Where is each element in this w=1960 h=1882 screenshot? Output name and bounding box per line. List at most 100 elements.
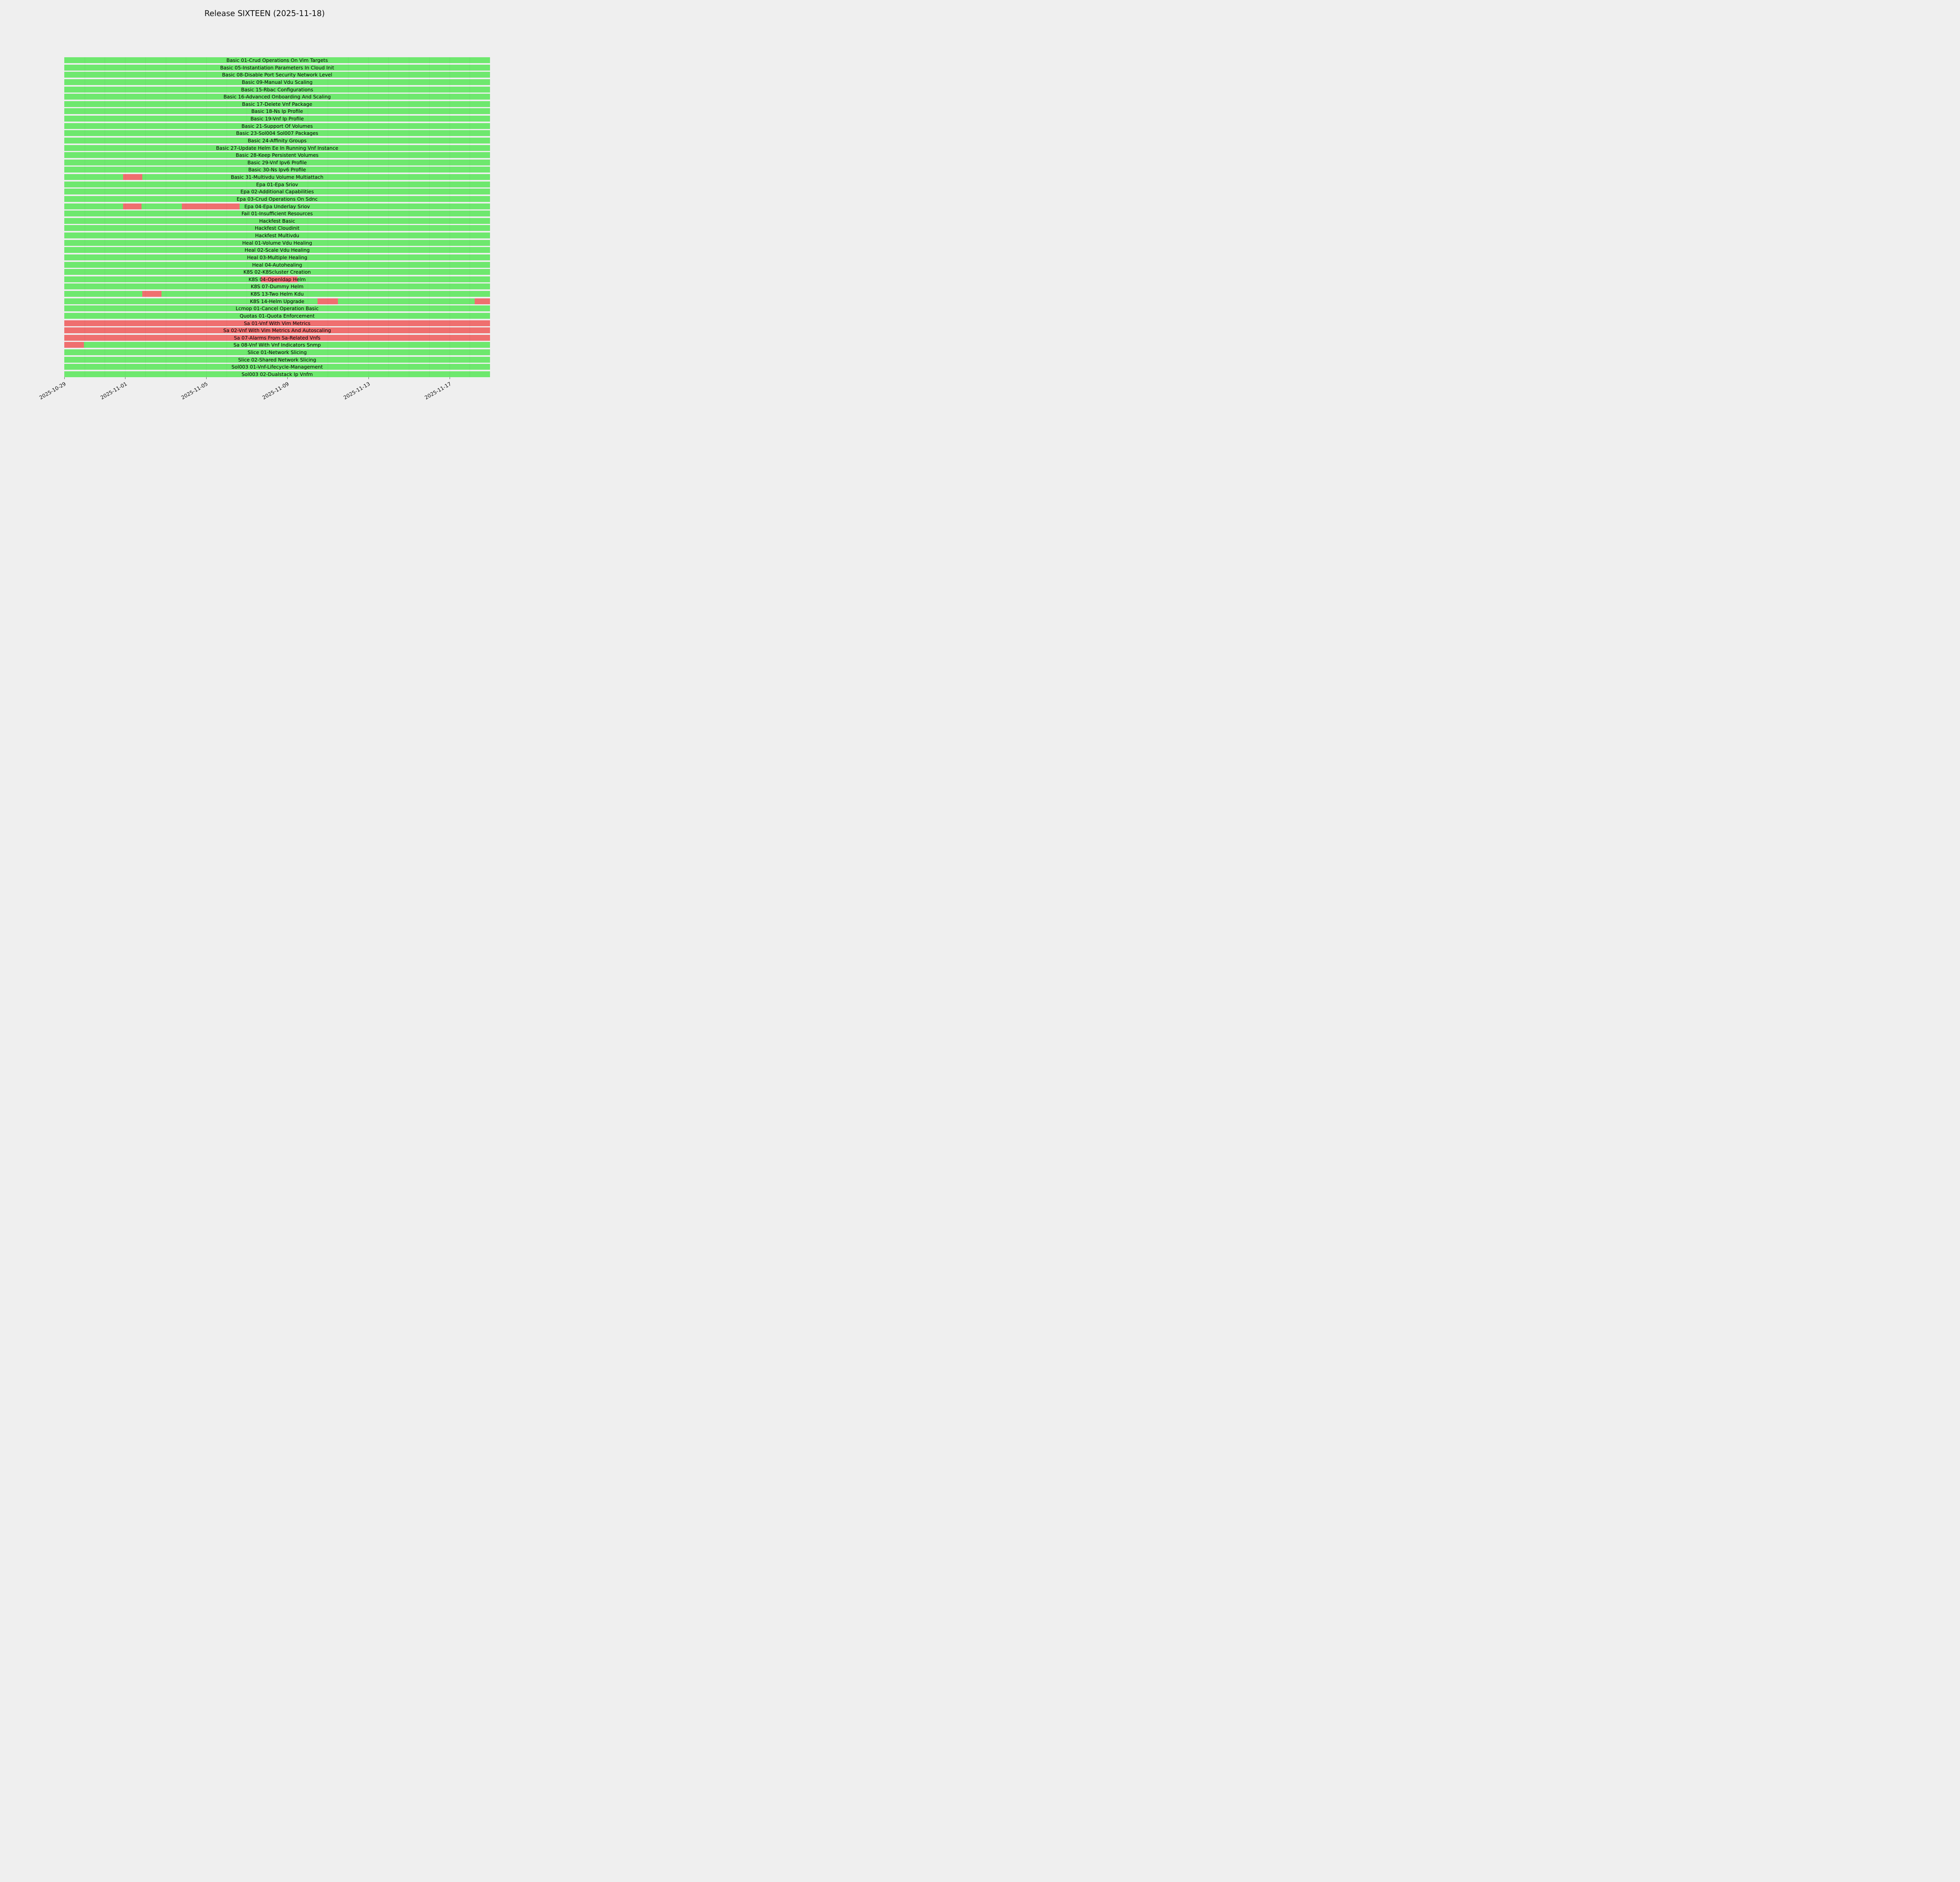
- gantt-row: Heal 03-Multiple Healing: [64, 254, 490, 260]
- row-label: Fail 01-Insufficient Resources: [241, 211, 313, 217]
- gantt-row: Basic 30-Ns Ipv6 Profile: [64, 167, 490, 173]
- tick-label: 2025-11-05: [180, 381, 209, 401]
- row-label: K8S 07-Dummy Helm: [250, 283, 304, 290]
- row-label: Slice 02-Shared Network Slicing: [238, 356, 316, 363]
- row-label: Basic 21-Support Of Volumes: [241, 123, 313, 129]
- row-label: Quotas 01-Quota Enforcement: [240, 312, 315, 319]
- row-label: Sa 08-Vnf With Vnf Indicators Snmp: [233, 342, 321, 348]
- pass-bar: [64, 283, 490, 290]
- pass-bar: [64, 152, 490, 158]
- gantt-rows: Basic 01-Crud Operations On Vim Targets B…: [64, 57, 490, 377]
- pass-bar: [64, 298, 490, 304]
- row-label: Basic 16-Advanced Onboarding And Scaling: [223, 94, 331, 100]
- pass-bar: [64, 57, 490, 63]
- row-label: Basic 23-Sol004 Sol007 Packages: [236, 130, 318, 136]
- pass-bar: [64, 371, 490, 377]
- row-label: K8S 13-Two Helm Kdu: [250, 291, 304, 297]
- pass-bar: [64, 225, 490, 231]
- gantt-row: K8S 04-Openldap Helm: [64, 276, 490, 282]
- gantt-row: Basic 08-Disable Port Security Network L…: [64, 72, 490, 78]
- tick-mark: [287, 377, 288, 379]
- gantt-row: Basic 18-Ns Ip Profile: [64, 108, 490, 114]
- pass-bar: [64, 262, 490, 268]
- fail-bar-segment: [142, 291, 162, 297]
- row-label: Hackfest Multivdu: [255, 233, 299, 238]
- row-label: Heal 03-Multiple Healing: [247, 254, 307, 260]
- pass-bar: [64, 356, 490, 363]
- tick-mark: [206, 377, 207, 379]
- row-label: Basic 24-Affinity Groups: [247, 137, 307, 144]
- row-label: Basic 15-Rbac Configurations: [241, 86, 313, 93]
- row-label: Sol003 02-Dualstack Ip Vnfm: [241, 371, 313, 377]
- row-label: K8S 02-K8Scluster Creation: [243, 269, 311, 275]
- gantt-row: Epa 02-Additional Capabilities: [64, 189, 490, 195]
- gantt-row: Fail 01-Insufficient Resources: [64, 211, 490, 217]
- pass-bar: [64, 349, 490, 355]
- fail-bar-segment: [318, 298, 338, 304]
- pass-bar: [64, 254, 490, 260]
- row-label: Sa 01-Vnf With Vim Metrics: [244, 320, 310, 326]
- tick-mark: [64, 377, 65, 379]
- row-label: Slice 01-Network Slicing: [247, 349, 307, 355]
- fail-bar-segment: [181, 203, 240, 209]
- row-label: Basic 18-Ns Ip Profile: [251, 108, 303, 114]
- pass-bar: [64, 72, 490, 78]
- pass-bar: [64, 312, 490, 319]
- tick-label: 2025-11-09: [261, 381, 290, 401]
- gantt-row: Hackfest Multivdu: [64, 233, 490, 238]
- row-label: Epa 01-Epa Sriov: [256, 181, 298, 187]
- pass-bar: [64, 364, 490, 370]
- gantt-row: Quotas 01-Quota Enforcement: [64, 312, 490, 319]
- pass-bar: [64, 305, 490, 312]
- pass-bar: [64, 159, 490, 165]
- pass-bar: [64, 167, 490, 173]
- row-label: Hackfest Basic: [259, 218, 295, 224]
- gantt-row: Lcmop 01-Cancel Operation Basic: [64, 305, 490, 312]
- row-label: Basic 05-Instantiation Parameters In Clo…: [220, 64, 334, 71]
- gantt-row: Sa 08-Vnf With Vnf Indicators Snmp: [64, 342, 490, 348]
- row-label: Basic 31-Multivdu Volume Multiattach: [230, 174, 324, 180]
- gantt-row: Epa 04-Epa Underlay Sriov: [64, 203, 490, 209]
- gantt-row: K8S 14-Helm Upgrade: [64, 298, 490, 304]
- pass-bar: [64, 233, 490, 238]
- row-label: Basic 30-Ns Ipv6 Profile: [248, 167, 306, 173]
- x-axis: 2025-10-29 2025-11-01 2025-11-05 2025-11-09…: [39, 377, 490, 424]
- gantt-row: Basic 23-Sol004 Sol007 Packages: [64, 130, 490, 136]
- gantt-row: Basic 16-Advanced Onboarding And Scaling: [64, 94, 490, 100]
- row-label: K8S 14-Helm Upgrade: [250, 298, 305, 304]
- fail-bar-segment: [64, 342, 84, 348]
- gantt-row: Sa 07-Alarms From Sa-Related Vnfs: [64, 334, 490, 341]
- row-label: Basic 27-Update Helm Ee In Running Vnf I…: [216, 145, 338, 151]
- row-label: Sa 02-Vnf With Vim Metrics And Autoscali…: [223, 327, 331, 334]
- row-label: Epa 03-Crud Operations On Sdnc: [236, 196, 318, 202]
- gantt-row: Basic 01-Crud Operations On Vim Targets: [64, 57, 490, 63]
- fail-bar-segment: [64, 320, 490, 326]
- pass-bar: [64, 240, 490, 246]
- row-label: Basic 29-Vnf Ipv6 Profile: [247, 159, 307, 165]
- gantt-row: Heal 01-Volume Vdu Healing: [64, 240, 490, 246]
- tick-label: 2025-10-29: [38, 381, 67, 401]
- pass-bar: [64, 342, 490, 348]
- row-label: Heal 01-Volume Vdu Healing: [242, 240, 312, 246]
- gantt-row: Hackfest Basic: [64, 218, 490, 224]
- row-label: Basic 01-Crud Operations On Vim Targets: [226, 57, 328, 63]
- gantt-row: Sa 01-Vnf With Vim Metrics: [64, 320, 490, 326]
- row-label: Lcmop 01-Cancel Operation Basic: [236, 305, 319, 312]
- plot-area: Basic 01-Crud Operations On Vim Targets B…: [64, 57, 490, 377]
- gantt-row: Sol003 02-Dualstack Ip Vnfm: [64, 371, 490, 377]
- pass-bar: [64, 79, 490, 85]
- row-label: Basic 28-Keep Persistent Volumes: [236, 152, 319, 158]
- fail-bar-segment: [64, 327, 490, 334]
- row-label: Hackfest Cloudinit: [254, 225, 300, 231]
- row-label: Basic 09-Manual Vdu Scaling: [241, 79, 313, 85]
- pass-bar: [64, 174, 490, 180]
- row-label: Epa 02-Additional Capabilities: [240, 189, 314, 195]
- fail-bar-segment: [261, 276, 298, 282]
- pass-bar: [64, 86, 490, 93]
- row-label: Basic 08-Disable Port Security Network L…: [222, 72, 332, 78]
- tick-label: 2025-11-17: [424, 381, 453, 401]
- pass-bar: [64, 196, 490, 202]
- tick-label: 2025-11-01: [99, 381, 128, 401]
- pass-bar: [64, 123, 490, 129]
- row-label: Heal 04-Autohealing: [252, 262, 302, 268]
